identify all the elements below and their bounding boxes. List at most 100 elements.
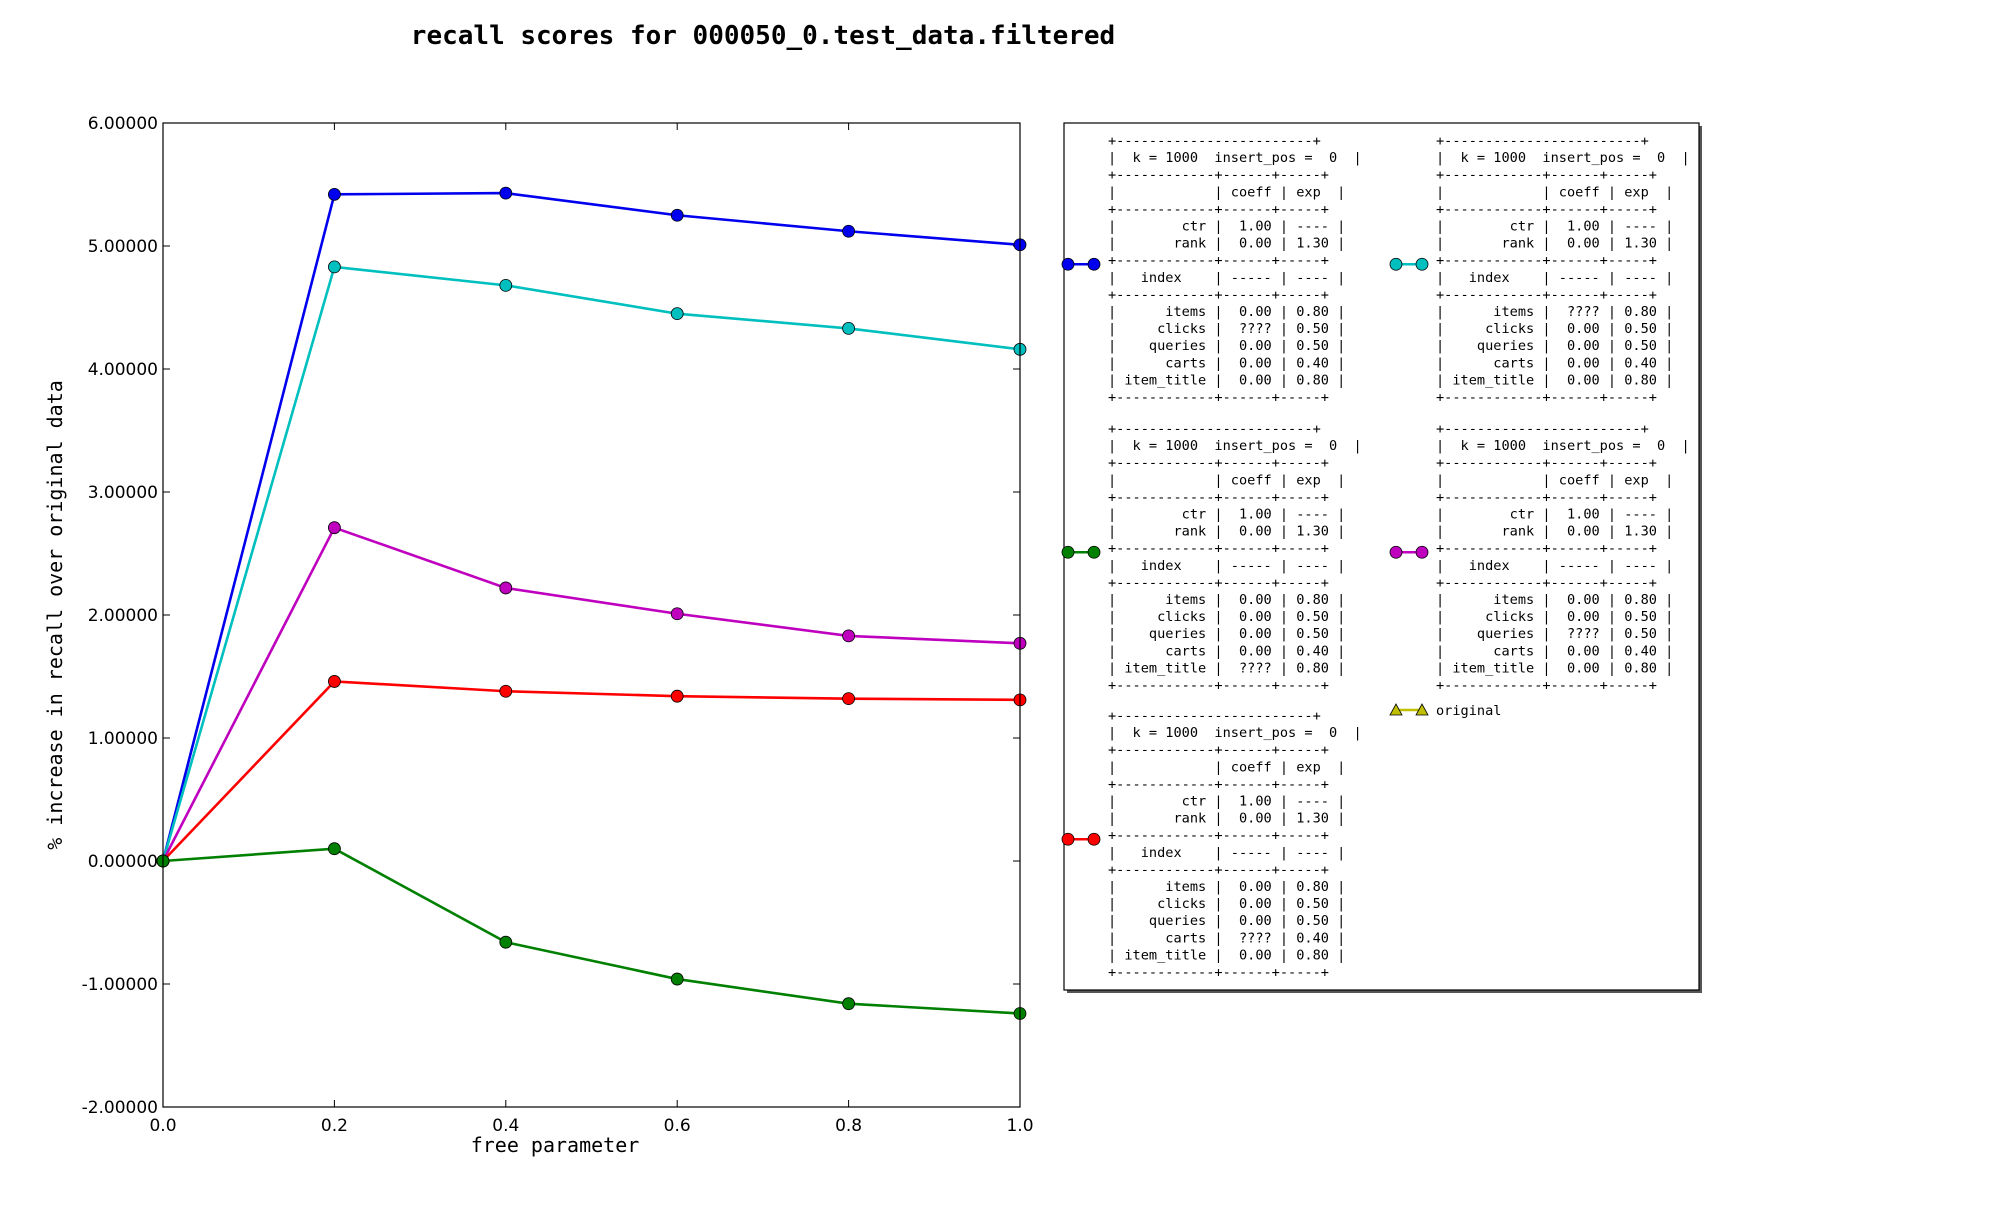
- legend: +------------------------+| k = 1000 ins…: [1061, 122, 1702, 993]
- legend-marker: [1415, 257, 1429, 271]
- series-line: [161, 265, 1021, 862]
- legend-text-line: | items | 0.00 | 0.80 |: [1108, 304, 1345, 320]
- series-line: [161, 526, 1021, 862]
- legend-text-line: +------------+------+-----+: [1108, 541, 1329, 557]
- y-tick-label: -2.00000: [82, 1098, 158, 1118]
- data-point: [327, 521, 341, 535]
- series-lines: [156, 186, 1027, 1020]
- plot-border: [162, 122, 1021, 1108]
- legend-text-line: | items | ???? | 0.80 |: [1436, 304, 1673, 320]
- data-point: [670, 607, 684, 621]
- legend-text-line: | item_title | 0.00 | 0.80 |: [1436, 372, 1673, 388]
- data-point: [327, 260, 341, 274]
- legend-text-line: | k = 1000 insert_pos = 0 |: [1436, 150, 1690, 166]
- legend-text-line: | clicks | 0.00 | 0.50 |: [1436, 321, 1673, 337]
- legend-text-line: +------------+------+-----+: [1436, 541, 1657, 557]
- legend-text-line: | items | 0.00 | 0.80 |: [1108, 879, 1345, 895]
- legend-text-line: | carts | 0.00 | 0.40 |: [1108, 643, 1345, 659]
- data-point: [842, 322, 855, 335]
- legend-text-line: | index | ----- | ---- |: [1108, 558, 1345, 574]
- legend-text-line: +------------+------+-----+: [1436, 678, 1657, 694]
- legend-text-line: | carts | 0.00 | 0.40 |: [1436, 355, 1673, 371]
- legend-text-line: | | coeff | exp |: [1108, 759, 1345, 775]
- data-point: [842, 692, 855, 706]
- legend-text-line: | ctr | 1.00 | ---- |: [1436, 507, 1673, 523]
- legend-text-line: | queries | ???? | 0.50 |: [1436, 626, 1673, 642]
- legend-text-line: | rank | 0.00 | 1.30 |: [1108, 524, 1345, 540]
- legend-text-line: +------------+------+-----+: [1108, 776, 1329, 792]
- legend-text-line: +------------+------+-----+: [1436, 575, 1657, 591]
- y-tick-label: 5.00000: [88, 237, 158, 257]
- legend-marker: [1061, 257, 1075, 271]
- legend-text-line: +------------+------+-----+: [1436, 287, 1657, 303]
- y-axis-label: % increase in recall over original data: [43, 380, 67, 850]
- legend-text-line: +------------------------+: [1108, 708, 1321, 724]
- data-point: [327, 842, 341, 856]
- legend-text-line: | | coeff | exp |: [1108, 472, 1345, 488]
- legend-text-line: +------------+------+-----+: [1108, 678, 1329, 694]
- legend-marker: [1087, 257, 1101, 271]
- legend-text-line: +------------+------+-----+: [1436, 455, 1657, 471]
- data-point: [670, 972, 684, 986]
- legend-text-line: +------------+------+-----+: [1108, 455, 1329, 471]
- legend-text-line: | clicks | 0.00 | 0.50 |: [1108, 896, 1345, 912]
- legend-text-line: +------------+------+-----+: [1436, 390, 1657, 406]
- legend-text-line: | index | ----- | ---- |: [1108, 270, 1345, 286]
- legend-text-line: | | coeff | exp |: [1436, 472, 1673, 488]
- series-line: [162, 680, 1021, 862]
- legend-text-line: +------------+------+-----+: [1108, 575, 1329, 591]
- series-line: [162, 847, 1021, 1015]
- legend-text-line: | item_title | 0.00 | 0.80 |: [1108, 372, 1345, 388]
- chart-title: recall scores for 000050_0.test_data.fil…: [411, 21, 1115, 51]
- legend-marker: [1389, 703, 1403, 716]
- legend-text-line: +------------+------+-----+: [1108, 489, 1329, 505]
- legend-text-line: | ctr | 1.00 | ---- |: [1436, 219, 1673, 235]
- legend-text-line: | index | ----- | ---- |: [1436, 270, 1673, 286]
- legend-text-line: +------------------------+: [1108, 133, 1321, 149]
- legend-text-line: | rank | 0.00 | 1.30 |: [1108, 236, 1345, 252]
- legend-marker: [1087, 545, 1101, 559]
- data-point: [842, 629, 855, 643]
- legend-text-line: | carts | 0.00 | 0.40 |: [1436, 643, 1673, 659]
- legend-text-line: | carts | ???? | 0.40 |: [1108, 930, 1345, 946]
- legend-marker: [1061, 545, 1075, 559]
- y-tick-label: 2.00000: [88, 606, 158, 626]
- legend-text-line: | queries | 0.00 | 0.50 |: [1108, 338, 1345, 354]
- plot-frame: [162, 122, 1021, 1108]
- legend-text-line: +------------+------+-----+: [1108, 390, 1329, 406]
- legend-text-line: | ctr | 1.00 | ---- |: [1108, 507, 1345, 523]
- legend-text-line: original: [1436, 703, 1501, 719]
- legend-text-line: +------------------------+: [1108, 421, 1321, 437]
- data-point: [499, 278, 513, 292]
- legend-marker: [1389, 545, 1403, 559]
- data-point: [842, 224, 855, 238]
- legend-text-line: | clicks | ???? | 0.50 |: [1108, 321, 1345, 337]
- y-tick-label: 4.00000: [88, 360, 158, 380]
- legend-marker: [1061, 832, 1075, 846]
- data-point: [499, 186, 513, 200]
- series-line: [161, 191, 1021, 862]
- data-point: [670, 307, 684, 321]
- legend-text-line: +------------+------+-----+: [1108, 965, 1329, 981]
- y-tick-label: -1.00000: [82, 975, 158, 995]
- data-point: [499, 581, 513, 595]
- x-tick-label: 0.0: [149, 1116, 176, 1136]
- legend-text-line: | item_title | 0.00 | 0.80 |: [1436, 660, 1673, 676]
- legend-text-line: | index | ----- | ---- |: [1436, 558, 1673, 574]
- legend-text-line: +------------+------+-----+: [1108, 201, 1329, 217]
- legend-marker: [1415, 703, 1429, 716]
- x-tick-label: 1.0: [1006, 1116, 1033, 1136]
- legend-text-line: +------------------------+: [1436, 133, 1649, 149]
- data-point: [670, 689, 684, 703]
- legend-text-line: +------------+------+-----+: [1108, 287, 1329, 303]
- legend-text-line: | rank | 0.00 | 1.30 |: [1108, 811, 1345, 827]
- legend-text-line: | index | ----- | ---- |: [1108, 845, 1345, 861]
- x-tick-label: 0.4: [492, 1116, 519, 1136]
- legend-text-line: | queries | 0.00 | 0.50 |: [1436, 338, 1673, 354]
- x-tick-label: 0.8: [835, 1116, 862, 1136]
- legend-text-line: +------------+------+-----+: [1108, 742, 1329, 758]
- data-point: [499, 935, 513, 949]
- data-point: [499, 684, 513, 698]
- legend-text-line: | clicks | 0.00 | 0.50 |: [1436, 609, 1673, 625]
